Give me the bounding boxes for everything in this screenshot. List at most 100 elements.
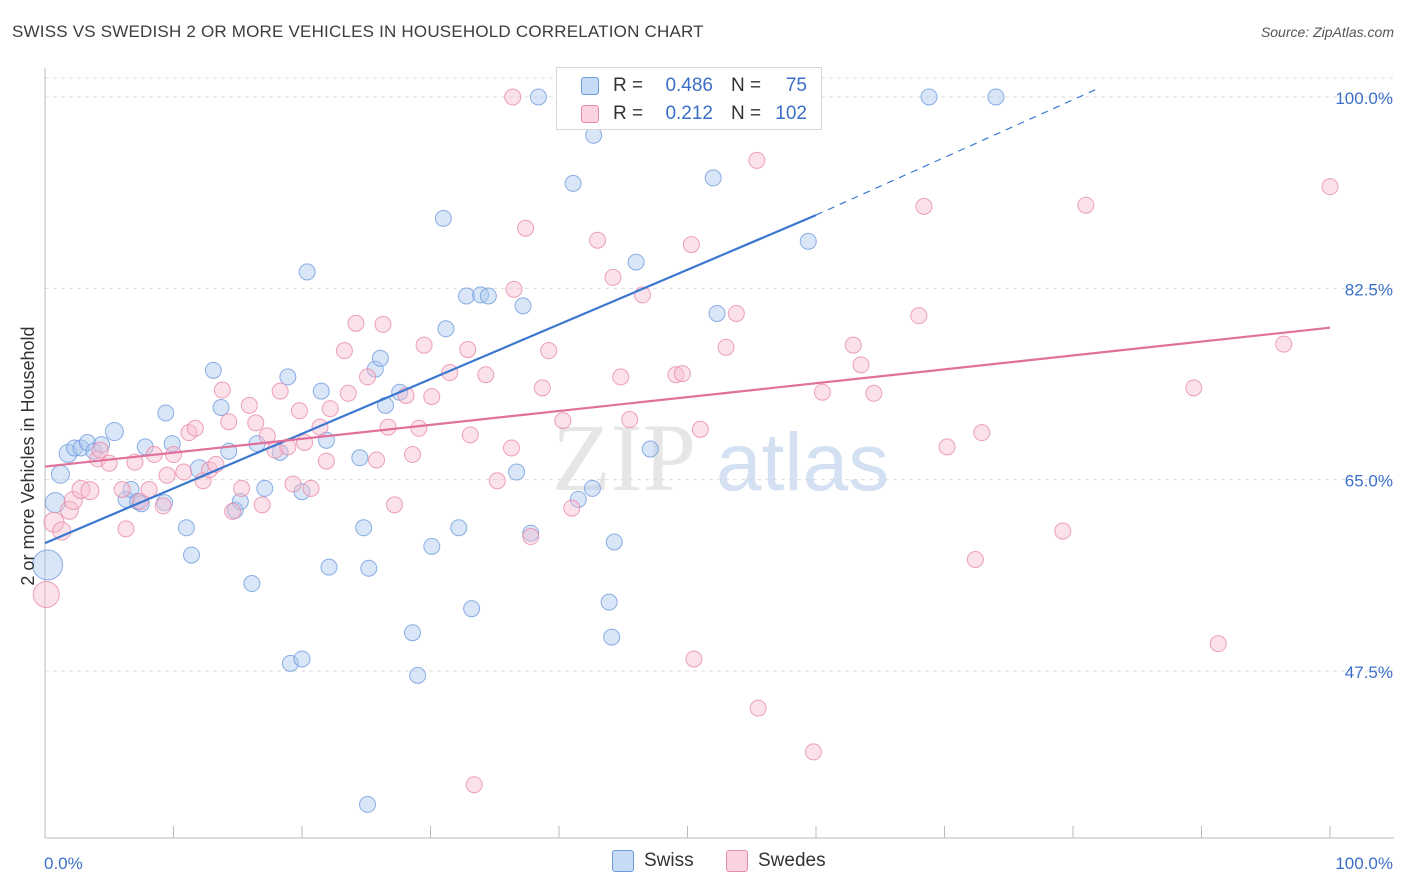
- swedes-point: [113, 481, 131, 499]
- swiss-point: [987, 88, 1005, 106]
- swiss-point: [605, 533, 623, 551]
- r-label: R =: [613, 75, 644, 96]
- y-tick-label: 100.0%: [1335, 89, 1393, 108]
- r-value: 0.486: [665, 75, 713, 96]
- y-tick-label: 65.0%: [1345, 472, 1393, 491]
- swiss-trend-extension: [815, 87, 1099, 216]
- swiss-point: [371, 349, 389, 367]
- swiss-point: [463, 600, 481, 618]
- swiss-point: [603, 628, 621, 646]
- swedes-point: [533, 379, 551, 397]
- swedes-point: [685, 650, 703, 668]
- swedes-point: [502, 439, 520, 457]
- watermark-zip: ZIP: [552, 404, 696, 511]
- legend-stats: R = 0.486 N = 75 R = 0.212 N = 102: [556, 67, 822, 130]
- swiss-point: [157, 404, 175, 422]
- swedes-point: [258, 427, 276, 445]
- y-axis-label: 2 or more Vehicles in Household: [18, 326, 38, 585]
- swedes-point: [517, 219, 535, 237]
- n-value: 102: [775, 103, 807, 124]
- swedes-point: [461, 426, 479, 444]
- swiss-point: [204, 361, 222, 379]
- r-label: R =: [613, 103, 644, 124]
- swedes-point: [63, 490, 83, 510]
- swedes-point: [404, 446, 422, 464]
- swiss-point: [256, 479, 274, 497]
- r-value: 0.212: [665, 103, 713, 124]
- swiss-point: [920, 88, 938, 106]
- swedes-point: [240, 396, 258, 414]
- legend-item-swiss: Swiss: [612, 850, 694, 872]
- legend-row-swedes: R = 0.212 N = 102: [581, 101, 807, 127]
- swiss-point: [32, 549, 64, 581]
- legend-label-swedes: Swedes: [758, 850, 826, 871]
- trend-lines: [44, 87, 1331, 545]
- swedes-point: [682, 236, 700, 254]
- x-tick-labels: 0.0% 100.0%: [44, 854, 1393, 873]
- swedes-point: [317, 452, 335, 470]
- source-label: Source: ZipAtlas.com: [1260, 24, 1394, 40]
- swedes-point: [165, 446, 182, 464]
- swedes-point: [477, 366, 495, 384]
- swedes-point: [423, 388, 441, 406]
- swedes-point: [1209, 635, 1227, 653]
- swiss-point: [50, 464, 70, 484]
- swiss-point: [437, 320, 455, 338]
- swedes-point: [554, 412, 572, 430]
- y-tick-labels: 47.5% 65.0% 82.5% 100.0%: [1335, 89, 1393, 682]
- swiss-swatch: [612, 850, 634, 872]
- swiss-point: [78, 433, 96, 451]
- swedes-point: [247, 414, 265, 432]
- swedes-point: [91, 441, 109, 459]
- chart-title: SWISS VS SWEDISH 2 OR MORE VEHICLES IN H…: [12, 22, 704, 41]
- swedes-point: [465, 776, 483, 794]
- swedes-point: [973, 424, 991, 442]
- swiss-point: [177, 519, 195, 537]
- swiss-point: [404, 624, 422, 642]
- swedes-point: [1185, 379, 1203, 397]
- swedes-point: [621, 411, 639, 429]
- swiss-point: [450, 519, 468, 537]
- swedes-point: [852, 356, 870, 374]
- axes: [44, 68, 1394, 839]
- swiss-point: [627, 253, 645, 271]
- swedes-point: [488, 472, 506, 490]
- swedes-point: [844, 336, 862, 354]
- swiss-point: [529, 88, 547, 106]
- swiss-point: [104, 422, 124, 442]
- swiss-point: [514, 297, 532, 315]
- swiss-point: [66, 439, 84, 457]
- swedes-point: [117, 520, 135, 538]
- swedes-point: [522, 528, 540, 546]
- swiss-point: [457, 287, 475, 305]
- swedes-point: [910, 307, 928, 325]
- swedes-point: [140, 481, 158, 499]
- swiss-point: [212, 399, 230, 417]
- swedes-point: [220, 413, 238, 431]
- swedes-point: [339, 384, 357, 402]
- swedes-point: [32, 580, 60, 608]
- swedes-point: [335, 342, 353, 360]
- swedes-point: [604, 268, 622, 286]
- swiss-point: [312, 382, 330, 400]
- swedes-point: [271, 382, 289, 400]
- swiss-point: [298, 263, 316, 281]
- swedes-point: [691, 420, 709, 438]
- swiss-point: [163, 435, 181, 453]
- swedes-point: [374, 315, 392, 333]
- swedes-point: [253, 496, 271, 514]
- swedes-point: [80, 481, 100, 501]
- swedes-point: [321, 400, 339, 418]
- swedes-point: [1054, 522, 1072, 540]
- swiss-point: [93, 436, 111, 454]
- swedes-point: [410, 419, 428, 437]
- swiss-point: [799, 232, 817, 250]
- swedes-point: [673, 365, 691, 383]
- swedes-point: [459, 341, 477, 359]
- swedes-point: [804, 743, 822, 761]
- swiss-point: [583, 479, 601, 497]
- swedes-point: [290, 402, 308, 420]
- swiss-point: [569, 490, 587, 508]
- swiss-point: [600, 593, 618, 611]
- swedes-point: [612, 368, 630, 386]
